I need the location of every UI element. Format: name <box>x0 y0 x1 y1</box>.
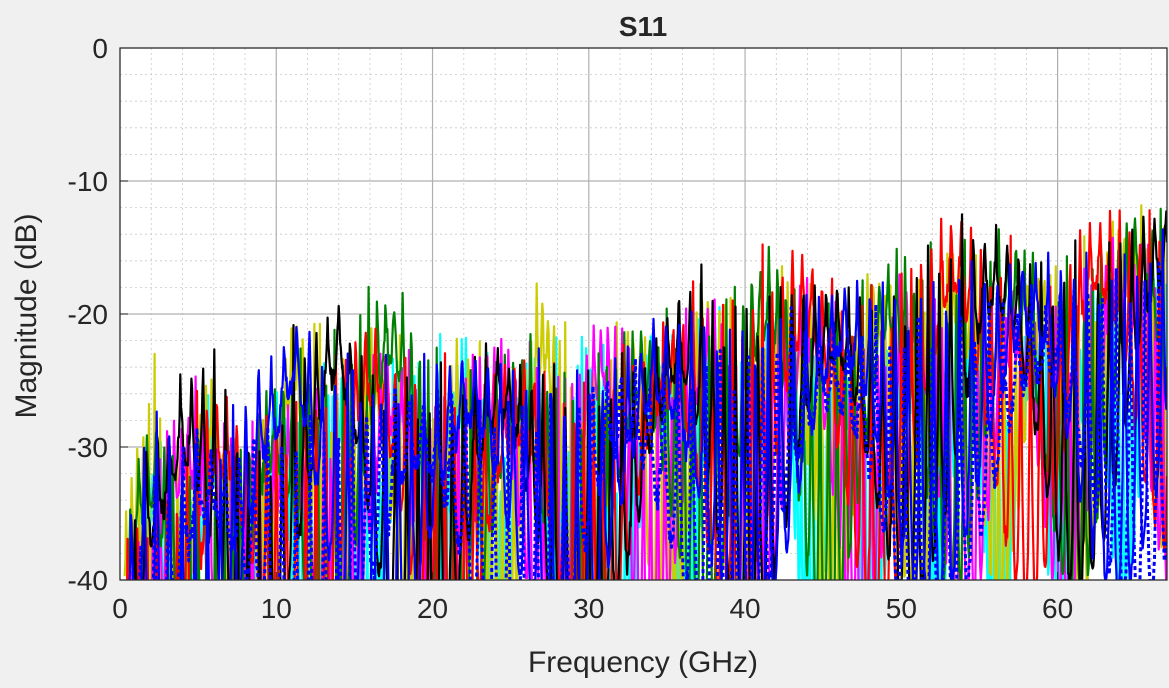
series-line <box>126 209 1167 580</box>
y-tick-label: 0 <box>92 33 108 64</box>
y-axis-ticks: 0 -10 -20 -30 -40 <box>68 33 128 596</box>
chart-title: S11 <box>619 11 667 42</box>
y-tick-label: -30 <box>68 432 108 463</box>
y-tick-label: -10 <box>68 166 108 197</box>
x-tick-label: 0 <box>112 593 128 624</box>
x-axis-ticks: 0 10 20 30 40 50 60 <box>112 572 1073 624</box>
x-tick-label: 10 <box>261 593 292 624</box>
y-tick-label: -20 <box>68 299 108 330</box>
series-line <box>138 261 1167 580</box>
x-tick-label: 30 <box>573 593 604 624</box>
series-line <box>132 210 1167 580</box>
x-tick-label: 20 <box>417 593 448 624</box>
x-axis-label: Frequency (GHz) <box>528 646 758 679</box>
x-tick-label: 50 <box>886 593 917 624</box>
x-tick-label: 40 <box>729 593 760 624</box>
series-line <box>128 228 1167 580</box>
series-layer <box>123 204 1167 580</box>
y-axis-label: Magnitude (dB) <box>10 213 43 418</box>
y-tick-label: -40 <box>68 565 108 596</box>
x-tick-label: 60 <box>1042 593 1073 624</box>
